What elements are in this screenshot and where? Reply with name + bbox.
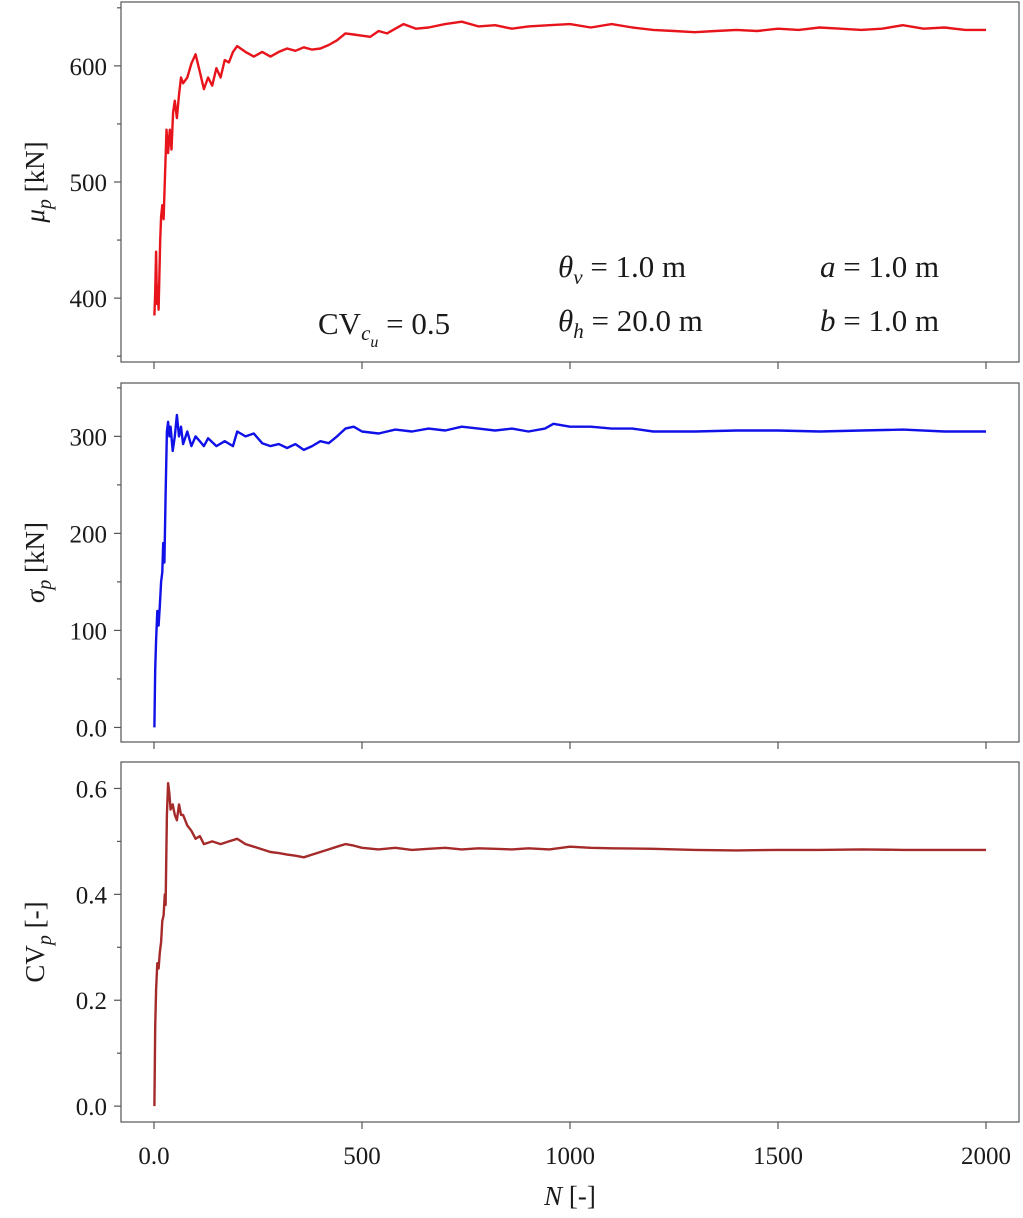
annotation-b: b = 1.0 m — [820, 303, 939, 338]
plot-frame — [120, 761, 1020, 1123]
annotation-cv-cu: CVcu = 0.5 — [318, 306, 450, 351]
series-line-3 — [153, 782, 986, 1107]
chart-panel-2: 0.0 100 200 300 σp [kN] — [20, 382, 1020, 749]
x-axis-title: N [-] — [543, 1181, 596, 1211]
x-tick-label: 1000 — [545, 1143, 595, 1170]
y-axis-title: CVp [-] — [20, 901, 56, 982]
y-tick-label: 0.0 — [76, 1094, 107, 1121]
x-tick-label: 1500 — [753, 1143, 803, 1170]
x-tick-label: 500 — [343, 1143, 381, 1170]
y-tick-label: 100 — [70, 618, 108, 645]
y-tick-label: 600 — [70, 54, 108, 81]
y-tick-label: 200 — [70, 521, 108, 548]
series-line-1 — [153, 20, 986, 316]
annotation-a: a = 1.0 m — [820, 249, 939, 284]
y-axis-title: σp [kN] — [20, 522, 56, 603]
x-tick-label: 2000 — [961, 1143, 1011, 1170]
y-tick-label: 500 — [70, 170, 108, 197]
annotation-block: θv = 1.0 m a = 1.0 m CVcu = 0.5 θh = 20.… — [318, 249, 939, 351]
annotation-theta-h: θh = 20.0 m — [558, 303, 703, 343]
y-tick-label: 0.0 — [76, 715, 107, 742]
y-tick-label: 400 — [70, 286, 108, 313]
x-tick-label: 0.0 — [138, 1143, 169, 1170]
series-line-2 — [153, 413, 986, 728]
annotation-theta-v: θv = 1.0 m — [558, 249, 686, 289]
y-tick-label: 0.6 — [76, 776, 107, 803]
y-axis-title: μp [kN] — [20, 141, 56, 223]
chart-panel-1: 400 500 600 μp [kN] — [20, 1, 1020, 369]
y-tick-label: 300 — [70, 424, 108, 451]
y-tick-label: 0.4 — [76, 882, 108, 909]
chart-panel-3: 0.0 0.2 0.4 0.6 0.0 500 1000 1500 2000 CVp [-] — [20, 761, 1020, 1170]
y-tick-label: 0.2 — [76, 988, 107, 1015]
